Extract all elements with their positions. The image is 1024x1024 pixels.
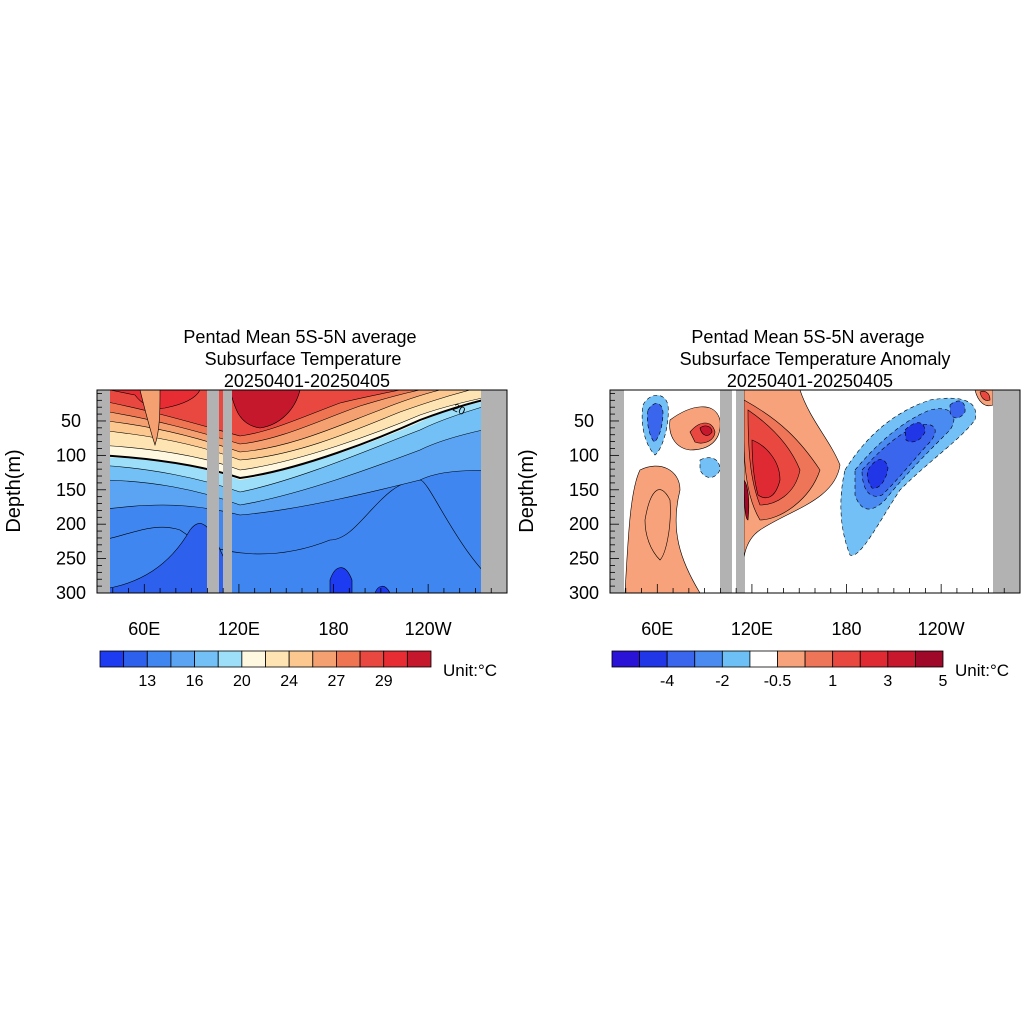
colorbar-swatch (915, 650, 944, 668)
land-mask-maritime-2 (223, 390, 232, 593)
land-mask-west (610, 390, 624, 593)
y-tick-label: 200 (569, 514, 599, 534)
x-tick-label: 120E (731, 619, 773, 639)
right-colorbar: -4 -2 -0.5 1 3 5 (611, 650, 948, 690)
colorbar-swatch (666, 650, 696, 668)
colorbar-swatch (336, 650, 361, 668)
colorbar-swatch (721, 650, 751, 668)
colorbar-label: 27 (328, 673, 346, 690)
left-unit-label: Unit:°C (443, 661, 497, 680)
colorbar-label: 20 (233, 673, 251, 690)
left-colorbar: 13 16 20 24 27 29 (99, 650, 432, 690)
panel-temperature: Pentad Mean 5S-5N average Subsurface Tem… (3, 327, 508, 690)
left-axes: 50 100 150 200 250 300 60E 120E 180 120W (56, 393, 508, 639)
colorbar-swatch (611, 650, 640, 668)
x-tick-label: 180 (832, 619, 862, 639)
y-tick-label: 250 (56, 549, 86, 569)
land-mask-east (993, 390, 1020, 593)
colorbar-swatch (194, 650, 219, 668)
y-tick-label: 50 (574, 411, 594, 431)
land-mask-maritime-1 (720, 390, 732, 593)
colorbar-swatch (265, 650, 290, 668)
y-tick-label: 50 (61, 411, 81, 431)
colorbar-label: 13 (138, 673, 156, 690)
land-mask-maritime-2 (736, 390, 744, 593)
colorbar-label: -4 (660, 673, 674, 690)
y-tick-label: 100 (569, 445, 599, 465)
colorbar-swatch (859, 650, 889, 668)
land-mask-east (481, 390, 507, 593)
colorbar-swatch (383, 650, 408, 668)
colorbar-label: 16 (186, 673, 204, 690)
colorbar-swatch (887, 650, 916, 668)
colorbar-swatch (146, 650, 172, 668)
colorbar-label: 5 (939, 673, 948, 690)
colorbar-swatch (217, 650, 243, 668)
colorbar-swatch (406, 650, 432, 668)
colorbar-swatch (312, 650, 337, 668)
y-tick-label: 250 (569, 549, 599, 569)
y-tick-label: 150 (56, 480, 86, 500)
x-tick-label: 120W (918, 619, 965, 639)
right-y-axis-label: Depth(m) (516, 449, 538, 532)
x-tick-label: 60E (641, 619, 673, 639)
colorbar-swatch (170, 650, 195, 668)
colorbar-swatch (99, 650, 125, 668)
x-tick-label: 120W (405, 619, 452, 639)
y-tick-label: 300 (569, 583, 599, 603)
x-tick-label: 120E (218, 619, 260, 639)
colorbar-swatch (694, 650, 723, 668)
right-axes: 50 100 150 200 250 300 60E 120E 180 120W (569, 393, 1021, 639)
colorbar-swatch (749, 650, 778, 668)
left-title-line-1: Pentad Mean 5S-5N average (183, 327, 416, 347)
left-field: 20 (97, 390, 507, 593)
right-title-line-2: Subsurface Temperature Anomaly (680, 349, 951, 369)
colorbar-swatch (359, 650, 385, 668)
right-unit-label: Unit:°C (955, 661, 1009, 680)
colorbar-swatch (241, 650, 266, 668)
colorbar-swatch (639, 650, 668, 668)
x-tick-label: 60E (128, 619, 160, 639)
colorbar-swatch (777, 650, 806, 668)
y-tick-label: 200 (56, 514, 86, 534)
y-tick-label: 100 (56, 445, 86, 465)
colorbar-label: 29 (375, 673, 393, 690)
colorbar-label: -0.5 (764, 673, 792, 690)
colorbar-label: 1 (828, 673, 837, 690)
colorbar-label: 3 (883, 673, 892, 690)
x-tick-label: 180 (319, 619, 349, 639)
right-title-line-3: 20250401-20250405 (727, 371, 893, 391)
colorbar-swatch (123, 650, 148, 668)
colorbar-swatch (288, 650, 314, 668)
land-mask-west (97, 390, 110, 593)
y-tick-label: 150 (569, 480, 599, 500)
land-mask-maritime-1 (207, 390, 219, 593)
colorbar-label: -2 (715, 673, 729, 690)
right-field (610, 390, 1020, 593)
colorbar-swatch (832, 650, 861, 668)
colorbar-swatch (804, 650, 834, 668)
left-y-axis-label: Depth(m) (3, 449, 25, 532)
left-title-line-3: 20250401-20250405 (224, 371, 390, 391)
panel-anomaly: Pentad Mean 5S-5N average Subsurface Tem… (516, 327, 1021, 690)
contour-label-20: 20 (451, 402, 467, 418)
right-title-line-1: Pentad Mean 5S-5N average (691, 327, 924, 347)
colorbar-label: 24 (280, 673, 298, 690)
y-tick-label: 300 (56, 583, 86, 603)
left-title-line-2: Subsurface Temperature (205, 349, 402, 369)
